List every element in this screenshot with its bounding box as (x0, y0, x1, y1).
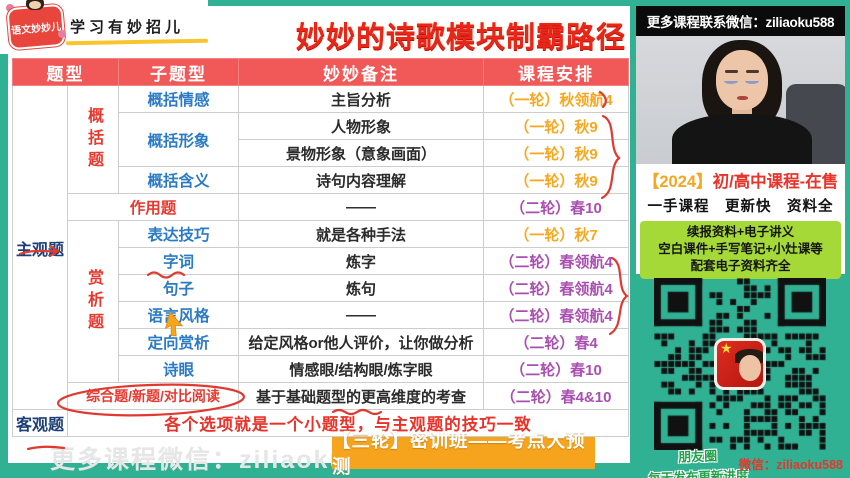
note-cell: —— (238, 193, 484, 221)
course-cell: （二轮）春4&10 (483, 382, 629, 410)
category-function: 作用题 (67, 193, 239, 221)
qr-avatar: ★ (714, 338, 766, 390)
table-row: 诗眼 情感眼/结构眼/炼字眼 （二轮）春10 (13, 355, 629, 383)
closed-eye (724, 78, 738, 84)
header-sub-type: 子题型 (118, 58, 239, 86)
note-cell: 给定风格or他人评价，让你做分析 (238, 328, 484, 356)
logo-brand-text: 语文妙妙儿 (10, 21, 62, 37)
course-cell: （二轮）春领航4 (483, 301, 629, 329)
header-question-type: 题型 (12, 58, 119, 86)
table-row: 语言风格 —— （二轮）春领航4 (13, 301, 629, 329)
course-cell: （一轮）秋9 (483, 166, 629, 194)
group-objective: 客观题 (12, 409, 68, 437)
materials-line: 配套电子资料齐全 (690, 259, 791, 273)
study-path-table: 题型 子题型 妙妙备注 课程安排 主观题 概括题 概括情感 主旨分析 （一轮）秋… (12, 58, 629, 437)
round3-badge: 【三轮】密训班——考点大预测 (332, 430, 595, 477)
subtype-cell: 语言风格 (118, 301, 239, 329)
course-info-panel: 【2024】初/高中课程-在售 一手课程 更新快 资料全 续报资料+电子讲义 空… (636, 164, 845, 279)
table-row: 定向赏析 给定风格or他人评价，让你做分析 （二轮）春4 (13, 328, 629, 356)
presenter-video (636, 36, 845, 164)
course-cell: （二轮）春领航4 (483, 247, 629, 275)
course-cell: （一轮）秋9 (483, 112, 629, 140)
sale-line: 【2024】初/高中课程-在售 (636, 168, 845, 192)
course-cell: （二轮）春4 (483, 328, 629, 356)
note-cell: 基于基础题型的更高维度的考查 (238, 382, 484, 410)
table-row: 句子 炼句 （二轮）春领航4 (13, 274, 629, 302)
group-summary: 概括题 (67, 85, 119, 194)
subtype-cell: 概括形象 (118, 112, 239, 167)
table-row: 赏析题 表达技巧 就是各种手法 （一轮）秋7 (13, 220, 629, 383)
channel-logo: 语文妙妙儿 学习有妙招儿 (0, 0, 209, 54)
subtype-cell: 诗眼 (118, 355, 239, 383)
eyebrow (725, 70, 738, 73)
group-appreciate: 赏析题 (67, 220, 119, 383)
materials-line: 续报资料+电子讲义 (686, 225, 795, 239)
note-cell: 诗句内容理解 (238, 166, 484, 194)
category-comprehensive: 综合题/新题/对比阅读 (67, 382, 239, 410)
table-row: 字词 炼字 （二轮）春领航4 (13, 247, 629, 275)
group-subjective: 主观题 (12, 85, 68, 410)
sale-year: 【2024】 (642, 173, 713, 191)
header-notes: 妙妙备注 (238, 58, 484, 86)
sale-text: 初/高中课程-在售 (712, 173, 839, 191)
logo-underline (65, 38, 209, 46)
table-row: 作用题 —— （二轮）春10 (13, 193, 629, 221)
eyebrow (746, 70, 759, 73)
page-title: 妙妙的诗歌模块制霸路径 (295, 22, 626, 54)
subtype-cell: 表达技巧 (118, 220, 239, 248)
features-line: 一手课程 更新快 资料全 (647, 199, 834, 215)
table-row: 综合题/新题/对比阅读 基于基础题型的更高维度的考查 （二轮）春4&10 (13, 382, 629, 410)
logo-badge: 语文妙妙儿 (8, 5, 64, 49)
note-cell: 炼字 (238, 247, 484, 275)
table-row: 概括形象 人物形象 （一轮）秋9 (13, 112, 629, 167)
moments-row: 朋友圈 每天发布更新进度 微信：ziliaoku588 (636, 448, 845, 478)
table-row: 景物形象（意象画面） （一轮）秋9 (13, 139, 629, 167)
note-cell: 人物形象 (238, 112, 484, 140)
note-cell: —— (238, 301, 484, 329)
course-cell: （二轮）春10 (483, 355, 629, 383)
lips (737, 96, 748, 100)
star-icon: ★ (720, 340, 733, 356)
note-cell: 景物形象（意象画面） (238, 139, 484, 167)
note-cell: 情感眼/结构眼/炼字眼 (238, 355, 484, 383)
subtype-cell: 概括情感 (118, 85, 239, 113)
avatar-face (739, 355, 761, 381)
presenter-torso (672, 114, 812, 164)
course-cell: （一轮）秋领航4 (483, 85, 629, 113)
header-schedule: 课程安排 (483, 58, 629, 86)
subtype-cell: 字词 (118, 247, 239, 275)
table-row: 主观题 概括题 概括情感 主旨分析 （一轮）秋领航4 (12, 85, 629, 410)
subtype-cell: 概括含义 (118, 166, 239, 194)
course-cell: （一轮）秋9 (483, 139, 629, 167)
note-cell: 就是各种手法 (238, 220, 484, 248)
contact-bar: 更多课程联系微信：ziliaoku588 (636, 6, 845, 36)
note-cell: 主旨分析 (238, 85, 484, 113)
subtype-cell: 句子 (118, 274, 239, 302)
course-cell: （二轮）春10 (483, 193, 629, 221)
presenter-face (716, 50, 768, 110)
qr-code: ★ (644, 278, 837, 450)
course-cell: （二轮）春领航4 (483, 274, 629, 302)
closed-eye (745, 78, 759, 84)
logo-girl-face-icon (29, 1, 41, 9)
course-cell: （一轮）秋7 (483, 220, 629, 248)
materials-line: 空白课件+手写笔记+小灶课等 (658, 242, 823, 256)
note-cell: 炼句 (238, 274, 484, 302)
subtype-cell: 定向赏析 (118, 328, 239, 356)
logo-tagline: 学习有妙招儿 (70, 19, 185, 36)
wechat-id: 微信：ziliaoku588 (738, 458, 843, 472)
materials-box: 续报资料+电子讲义 空白课件+手写笔记+小灶课等 配套电子资料齐全 (640, 221, 841, 279)
logo-flower-icon (6, 4, 14, 12)
table-header-row: 题型 子题型 妙妙备注 课程安排 (12, 58, 629, 86)
logo-flower-icon (58, 30, 66, 38)
